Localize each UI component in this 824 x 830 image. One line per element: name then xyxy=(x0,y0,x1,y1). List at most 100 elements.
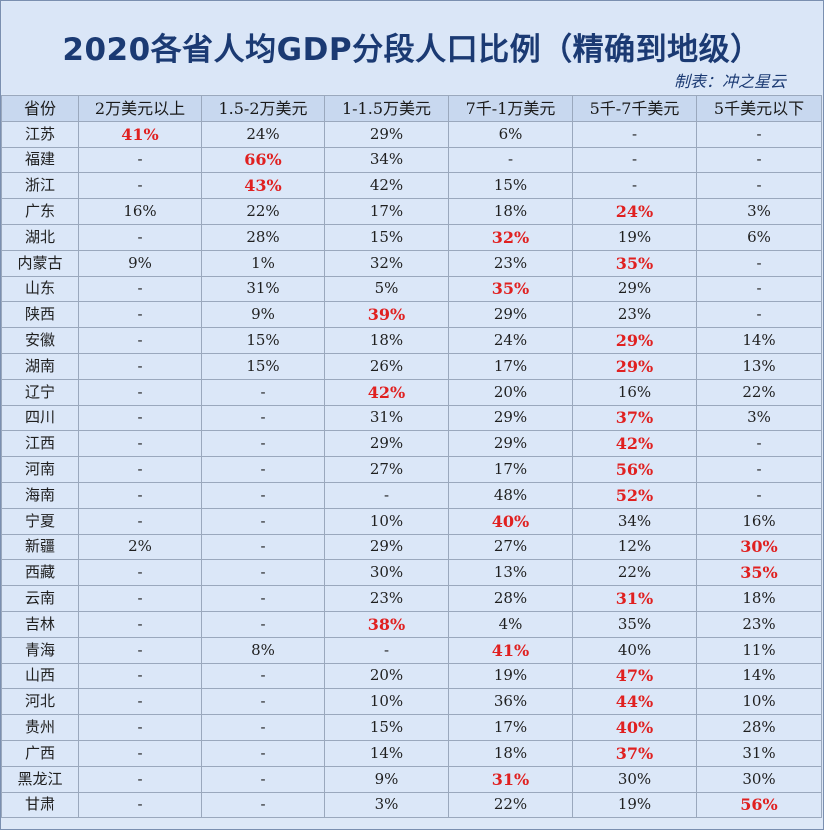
table-row: 海南 - - -48% 52% - xyxy=(1,481,822,509)
cell-7k-10k: 18% xyxy=(448,739,573,767)
province-cell: 吉林 xyxy=(1,610,79,638)
cell-10k-15k: 23% xyxy=(324,585,449,612)
cell-above-20k: - xyxy=(78,404,202,432)
cell-below-5k: 23% xyxy=(696,610,822,638)
cell-10k-15k: 39% xyxy=(324,301,449,329)
table-row: 广西 - -14% 18% 37% 31% xyxy=(1,739,822,767)
page-title: 2020各省人均GDP分段人口比例（精确到地级） xyxy=(62,32,762,68)
table-row: 贵州 - -15% 17% 40% 28% xyxy=(1,714,822,741)
cell-above-20k: 2% xyxy=(78,533,202,561)
cell-above-20k: - xyxy=(78,223,202,251)
column-header-10k-15k: 1-1.5万美元 xyxy=(324,95,449,122)
cell-15k-20k: 43% xyxy=(201,172,325,200)
province-cell: 青海 xyxy=(1,636,79,664)
cell-10k-15k: 29% xyxy=(324,533,449,561)
cell-5k-7k: 29% xyxy=(572,275,697,303)
cell-10k-15k: 27% xyxy=(324,456,449,483)
province-cell: 四川 xyxy=(1,404,79,432)
cell-7k-10k: 15% xyxy=(448,172,573,200)
province-cell: 广西 xyxy=(1,739,79,767)
cell-7k-10k: 17% xyxy=(448,352,573,380)
cell-7k-10k: 28% xyxy=(448,585,573,612)
province-cell: 河南 xyxy=(1,456,79,483)
table-row: 辽宁 - -42% 20% 16% 22% xyxy=(1,378,822,406)
table-row: 山东 -31% 5% 35% 29% - xyxy=(1,275,822,303)
table-row: 浙江 -43% 42% 15% - - xyxy=(1,172,822,200)
cell-7k-10k: 29% xyxy=(448,301,573,329)
table-row: 新疆 2% -29% 27% 12% 30% xyxy=(1,533,822,561)
cell-5k-7k: 16% xyxy=(572,378,697,406)
province-cell: 西藏 xyxy=(1,559,79,587)
cell-below-5k: - xyxy=(696,249,822,277)
cell-10k-15k: 29% xyxy=(324,430,449,458)
cell-5k-7k: 29% xyxy=(572,352,697,380)
cell-15k-20k: - xyxy=(201,610,325,638)
province-cell: 宁夏 xyxy=(1,507,79,535)
cell-7k-10k: 6% xyxy=(448,120,573,148)
cell-below-5k: 14% xyxy=(696,662,822,690)
cell-10k-15k: 10% xyxy=(324,507,449,535)
table-row: 黑龙江 - -9% 31% 30% 30% xyxy=(1,765,822,793)
cell-5k-7k: 19% xyxy=(572,223,697,251)
cell-7k-10k: 4% xyxy=(448,610,573,638)
cell-10k-15k: - xyxy=(324,481,449,509)
cell-above-20k: - xyxy=(78,378,202,406)
cell-7k-10k: 29% xyxy=(448,404,573,432)
cell-above-20k: - xyxy=(78,662,202,690)
cell-above-20k: - xyxy=(78,507,202,535)
cell-below-5k: 3% xyxy=(696,404,822,432)
table-row: 江苏 41% 24% 29% 6% - - xyxy=(1,120,822,148)
province-cell: 内蒙古 xyxy=(1,249,79,277)
cell-15k-20k: - xyxy=(201,585,325,612)
column-header-province: 省份 xyxy=(1,95,79,122)
table-row: 安徽 -15% 18% 24% 29% 14% xyxy=(1,327,822,354)
cell-15k-20k: - xyxy=(201,507,325,535)
cell-below-5k: 16% xyxy=(696,507,822,535)
cell-10k-15k: 10% xyxy=(324,688,449,716)
gdp-population-table: 省份 2万美元以上 1.5-2万美元 1-1.5万美元 7千-1万美元 5千-7… xyxy=(1,95,822,819)
cell-below-5k: 14% xyxy=(696,327,822,354)
cell-10k-15k: 15% xyxy=(324,223,449,251)
cell-7k-10k: 48% xyxy=(448,481,573,509)
cell-5k-7k: - xyxy=(572,172,697,200)
cell-5k-7k: 23% xyxy=(572,301,697,329)
cell-5k-7k: 44% xyxy=(572,688,697,716)
cell-10k-15k: - xyxy=(324,636,449,664)
cell-above-20k: - xyxy=(78,430,202,458)
header-row: 省份 2万美元以上 1.5-2万美元 1-1.5万美元 7千-1万美元 5千-7… xyxy=(1,95,822,122)
province-cell: 新疆 xyxy=(1,533,79,561)
cell-below-5k: - xyxy=(696,456,822,483)
province-cell: 贵州 xyxy=(1,714,79,741)
cell-below-5k: 10% xyxy=(696,688,822,716)
cell-7k-10k: 20% xyxy=(448,378,573,406)
cell-above-20k: - xyxy=(78,739,202,767)
province-cell: 江西 xyxy=(1,430,79,458)
table-row: 广东 16% 22% 17% 18% 24% 3% xyxy=(1,198,822,225)
table-body: 江苏 41% 24% 29% 6% - - 福建 -66% 34% - - - 浙江 -43% 42% 15% -… xyxy=(1,120,822,819)
cell-10k-15k: 18% xyxy=(324,327,449,354)
cell-below-5k: 56% xyxy=(696,791,822,819)
cell-15k-20k: 15% xyxy=(201,327,325,354)
title-band: 2020各省人均GDP分段人口比例（精确到地级） 制表：冲之星云 xyxy=(2,2,822,94)
cell-10k-15k: 5% xyxy=(324,275,449,303)
cell-below-5k: 22% xyxy=(696,378,822,406)
province-cell: 山西 xyxy=(1,662,79,690)
cell-7k-10k: 17% xyxy=(448,714,573,741)
cell-above-20k: 41% xyxy=(78,120,202,148)
cell-15k-20k: 66% xyxy=(201,146,325,174)
cell-7k-10k: 17% xyxy=(448,456,573,483)
cell-5k-7k: - xyxy=(572,146,697,174)
cell-below-5k: 13% xyxy=(696,352,822,380)
cell-7k-10k: 24% xyxy=(448,327,573,354)
cell-7k-10k: - xyxy=(448,146,573,174)
table-row: 云南 - -23% 28% 31% 18% xyxy=(1,585,822,612)
cell-5k-7k: 35% xyxy=(572,610,697,638)
cell-5k-7k: - xyxy=(572,120,697,148)
cell-below-5k: - xyxy=(696,275,822,303)
province-cell: 湖南 xyxy=(1,352,79,380)
cell-15k-20k: 1% xyxy=(201,249,325,277)
cell-5k-7k: 40% xyxy=(572,636,697,664)
cell-above-20k: - xyxy=(78,172,202,200)
cell-5k-7k: 42% xyxy=(572,430,697,458)
cell-15k-20k: 8% xyxy=(201,636,325,664)
